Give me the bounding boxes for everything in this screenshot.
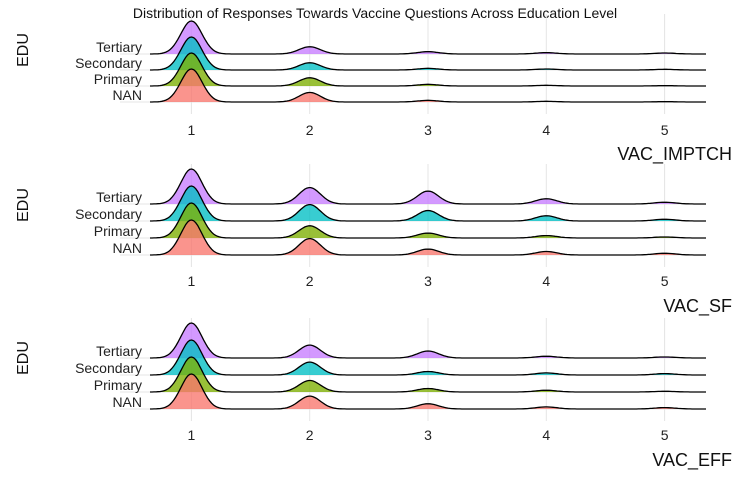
category-label: NAN: [112, 394, 142, 410]
x-tick-label: 4: [542, 122, 550, 138]
x-tick-label: 5: [661, 122, 669, 138]
x-tick-label: 4: [542, 273, 550, 289]
ridge-area-secondary: [150, 37, 706, 70]
chart-title: Distribution of Responses Towards Vaccin…: [133, 5, 617, 21]
category-label: Tertiary: [96, 39, 142, 55]
category-label: Secondary: [75, 55, 142, 71]
ridge-line-nan: [150, 219, 706, 256]
category-label: NAN: [112, 240, 142, 256]
ridge-line-tertiary: [150, 322, 706, 359]
y-axis-title: EDU: [15, 341, 32, 375]
ridge-line-secondary: [150, 36, 706, 71]
x-tick-label: 1: [188, 273, 196, 289]
x-tick-label: 5: [661, 427, 669, 443]
category-label: Primary: [94, 377, 142, 393]
ridge-line-secondary: [150, 339, 706, 376]
category-label: Primary: [94, 223, 142, 239]
x-tick-label: 1: [188, 122, 196, 138]
ridge-area-primary: [150, 203, 706, 238]
ridge-area-primary: [150, 53, 706, 86]
x-tick-label: 1: [188, 427, 196, 443]
ridge-line-primary: [150, 356, 706, 393]
ridge-area-secondary: [150, 340, 706, 375]
ridge-line-primary: [150, 202, 706, 239]
y-axis-title: EDU: [15, 33, 32, 67]
y-axis-title: EDU: [15, 188, 32, 222]
category-label: Tertiary: [96, 343, 142, 359]
x-tick-label: 3: [424, 122, 432, 138]
ridge-line-primary: [150, 52, 706, 87]
category-label: Tertiary: [96, 189, 142, 205]
ridge-area-nan: [150, 69, 706, 102]
ridge-line-nan: [150, 373, 706, 410]
category-label: NAN: [112, 87, 142, 103]
x-tick-label: 2: [306, 273, 314, 289]
ridge-area-primary: [150, 357, 706, 392]
category-label: Primary: [94, 71, 142, 87]
x-tick-label: 3: [424, 273, 432, 289]
x-axis-title: VAC_SF: [663, 296, 732, 317]
ridge-area-tertiary: [150, 21, 706, 54]
ridge-line-tertiary: [150, 168, 706, 205]
x-tick-label: 4: [542, 427, 550, 443]
category-label: Secondary: [75, 360, 142, 376]
category-label: Secondary: [75, 206, 142, 222]
x-axis-title: VAC_IMPTCH: [617, 144, 732, 165]
x-tick-label: 5: [661, 273, 669, 289]
x-tick-label: 2: [306, 427, 314, 443]
ridge-area-secondary: [150, 186, 706, 221]
ridge-line-tertiary: [150, 20, 706, 55]
ridge-line-secondary: [150, 185, 706, 222]
ridge-area-nan: [150, 220, 706, 255]
x-tick-label: 2: [306, 122, 314, 138]
x-axis-title: VAC_EFF: [652, 450, 732, 471]
ridge-area-nan: [150, 374, 706, 409]
ridge-area-tertiary: [150, 169, 706, 204]
x-tick-label: 3: [424, 427, 432, 443]
ridge-line-nan: [150, 68, 706, 103]
